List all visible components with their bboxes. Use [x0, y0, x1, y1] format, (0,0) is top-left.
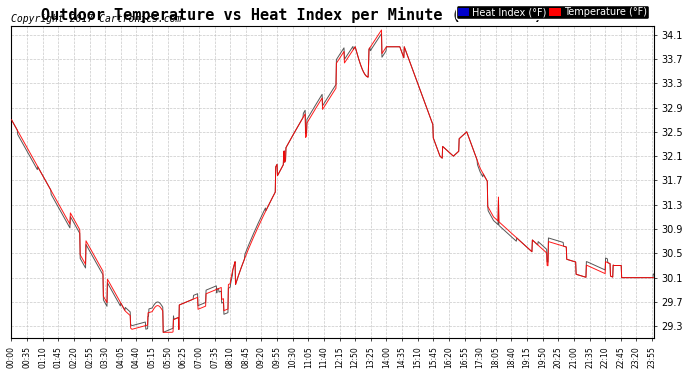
Title: Outdoor Temperature vs Heat Index per Minute (24 Hours) 20170126: Outdoor Temperature vs Heat Index per Mi… [41, 7, 624, 23]
Legend: Heat Index (°F), Temperature (°F): Heat Index (°F), Temperature (°F) [455, 5, 649, 19]
Text: Copyright 2017 Cartronics.com: Copyright 2017 Cartronics.com [12, 14, 182, 24]
